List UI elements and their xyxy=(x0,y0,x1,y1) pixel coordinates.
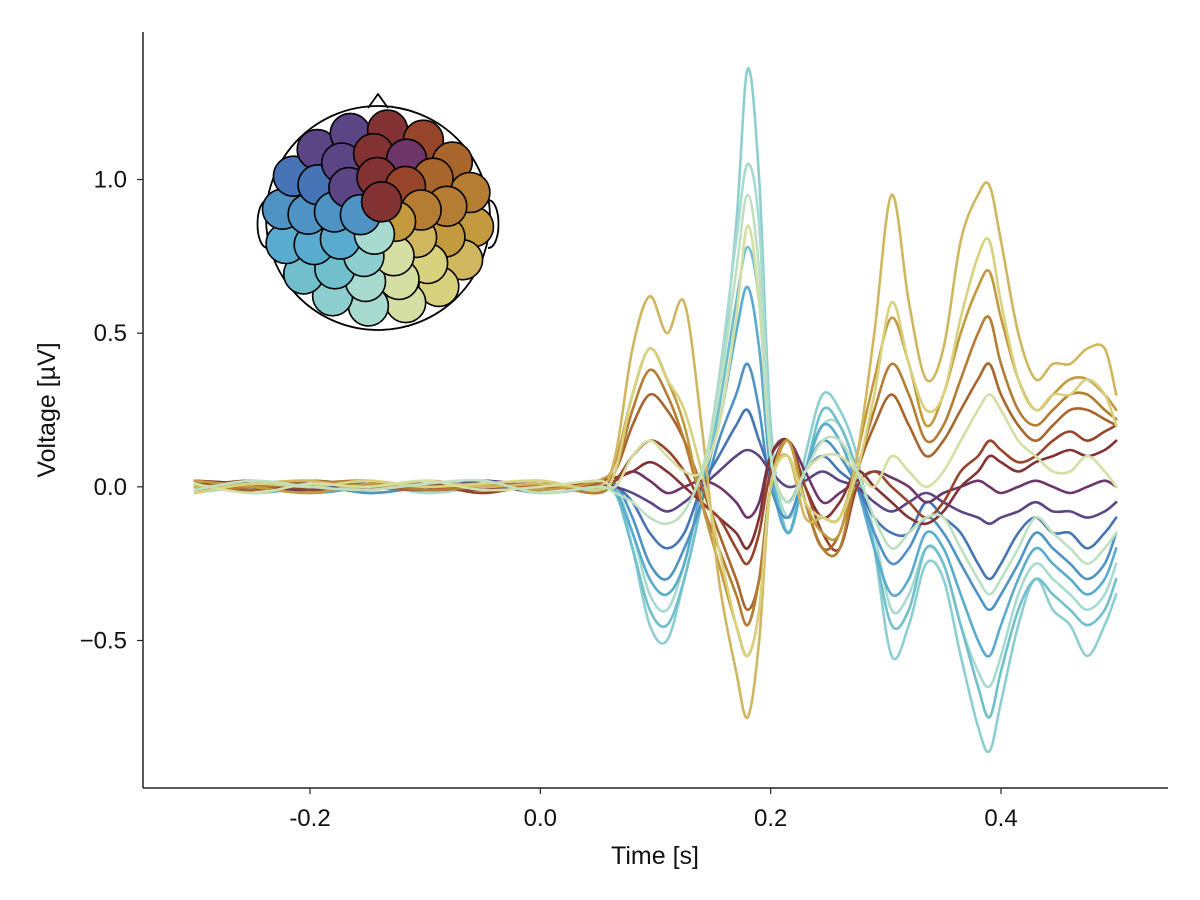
axes xyxy=(142,32,1168,789)
x-tick-label: 0.4 xyxy=(984,805,1017,832)
x-axis-label: Time [s] xyxy=(611,842,699,870)
electrode-marker xyxy=(360,181,403,223)
y-tick-label: 1.0 xyxy=(94,167,127,194)
y-tick-label: 0.0 xyxy=(94,474,127,501)
series-line-6 xyxy=(193,408,1118,581)
electrode-topography-inset xyxy=(256,92,500,331)
series-line-14 xyxy=(193,181,1118,720)
nose-outline xyxy=(367,92,389,109)
y-tick-label: −0.5 xyxy=(80,627,127,654)
right-ear-outline xyxy=(487,199,500,249)
series-line-10 xyxy=(193,424,1118,566)
y-tick-label: 0.5 xyxy=(94,320,127,347)
x-tick-label: -0.2 xyxy=(289,805,330,832)
x-tick-label: 0.0 xyxy=(524,805,557,832)
series-line-17 xyxy=(193,193,1118,596)
x-tick-label: 0.2 xyxy=(754,805,787,832)
x-ticks: -0.2 0.0 0.2 0.4 xyxy=(289,788,1018,832)
y-ticks: −0.5 0.0 0.5 1.0 xyxy=(80,167,143,654)
series-line-13 xyxy=(193,269,1118,658)
y-axis-label: Voltage [µV] xyxy=(33,342,61,477)
series-lines xyxy=(193,67,1118,754)
series-line-15 xyxy=(193,237,1118,658)
